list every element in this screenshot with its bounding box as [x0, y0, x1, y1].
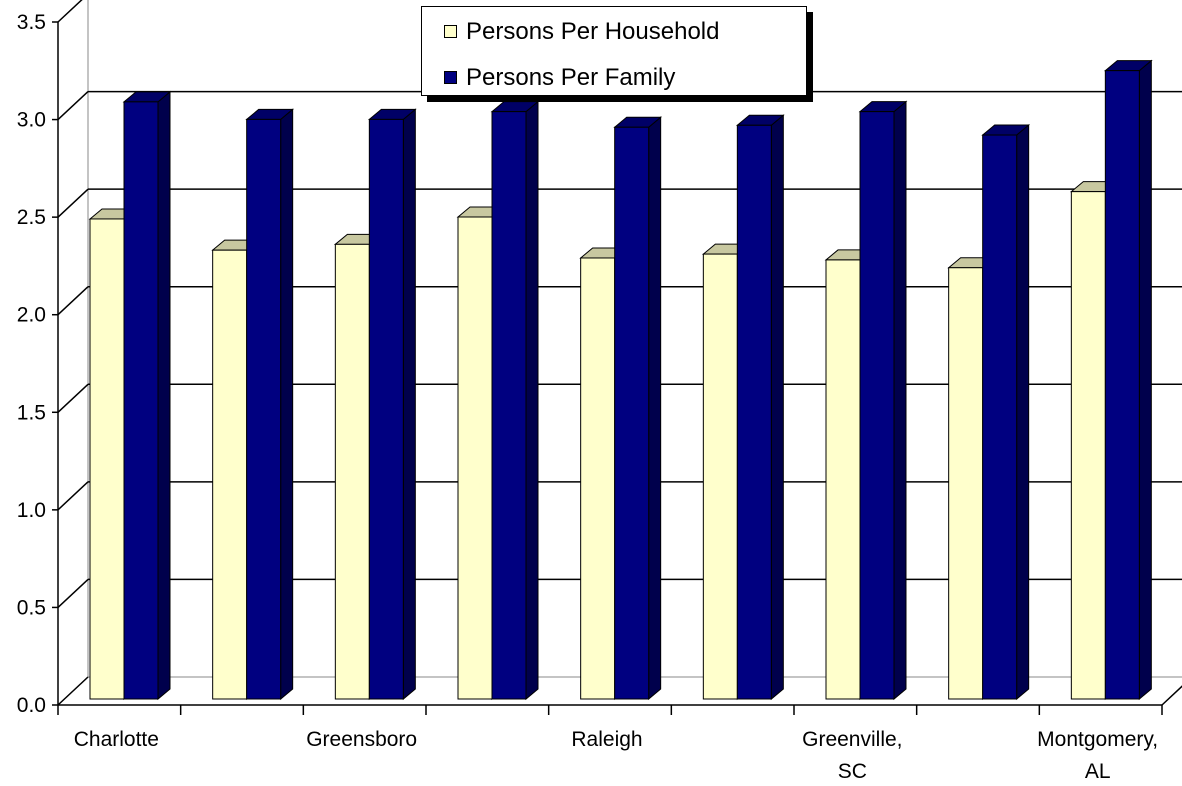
bar-front [334, 243, 370, 700]
x-tick-label: Greensboro [306, 728, 417, 751]
bar-front [1104, 70, 1140, 700]
bar-side [648, 116, 662, 701]
bar-side [525, 100, 539, 701]
bar-front [457, 216, 493, 700]
bars [88, 59, 1153, 701]
legend-swatch-family [444, 71, 457, 84]
tick-labels: 0.0 0.5 1.0 1.5 2.0 2.5 3.0 3.5 Charlotte Greensb… [17, 11, 1158, 783]
axes [52, 21, 1182, 715]
bar-front [368, 118, 404, 700]
bar-side [1138, 59, 1152, 701]
x-tick-label: SC [838, 760, 867, 783]
legend-item-family: Persons Per Family [444, 64, 676, 92]
bar [1103, 59, 1153, 701]
bar-front [736, 124, 772, 700]
y-tick-label: 3.5 [17, 11, 46, 34]
y-tick-label: 0.5 [17, 596, 46, 619]
y-tick-label: 0.0 [17, 694, 46, 717]
bar [367, 108, 417, 701]
legend-item-household: Persons Per Household [444, 18, 720, 46]
gridline-depth [57, 578, 89, 608]
bar [613, 116, 663, 701]
bar-front [580, 257, 616, 700]
bar-front [825, 259, 861, 700]
bar [858, 100, 908, 701]
bar-front [614, 126, 650, 700]
bar-side [1016, 123, 1030, 701]
gridline-depth [57, 91, 89, 121]
x-tick-label: Charlotte [74, 728, 159, 751]
bar [490, 100, 540, 701]
legend: Persons Per Household Persons Per Family [421, 6, 807, 96]
gridline-depth [57, 676, 89, 706]
bar-side [157, 90, 171, 701]
bar [735, 114, 785, 701]
bar-side [280, 108, 294, 701]
legend-swatch-household [444, 25, 457, 38]
bar-front [982, 134, 1018, 700]
legend-label-family: Persons Per Family [466, 64, 676, 91]
bar-front [1070, 191, 1106, 700]
y-tick-label: 2.5 [17, 206, 46, 229]
bar-front [212, 249, 248, 700]
bar [122, 90, 172, 701]
y-tick-label: 2.0 [17, 304, 46, 327]
legend-label-household: Persons Per Household [466, 18, 720, 45]
bar-side [402, 108, 416, 701]
bar-front [702, 253, 738, 700]
x-tick-label: AL [1085, 760, 1111, 783]
bar-side [893, 100, 907, 701]
x-tick-label: Greenville, [802, 728, 902, 751]
bar-front [89, 218, 125, 700]
bar-side [770, 114, 784, 701]
gridline-depth [57, 286, 89, 316]
bar [245, 108, 295, 701]
y-tick-label: 1.0 [17, 499, 46, 522]
gridline-depth [57, 481, 89, 511]
bar-front [491, 111, 527, 700]
gridline-depth [57, 0, 83, 23]
gridline-depth [57, 188, 89, 218]
y-tick-label: 3.0 [17, 109, 46, 132]
bar [88, 207, 138, 701]
bar [981, 123, 1031, 701]
x-tick-label: Montgomery, [1037, 728, 1158, 751]
y-tick-label: 1.5 [17, 401, 46, 424]
bar-front [948, 267, 984, 700]
bar-front [246, 118, 282, 700]
x-axis-depth [1161, 685, 1182, 706]
bar-front [123, 101, 159, 700]
gridline-depth [57, 383, 89, 413]
bar-front [859, 111, 895, 700]
x-tick-label: Raleigh [571, 728, 642, 751]
